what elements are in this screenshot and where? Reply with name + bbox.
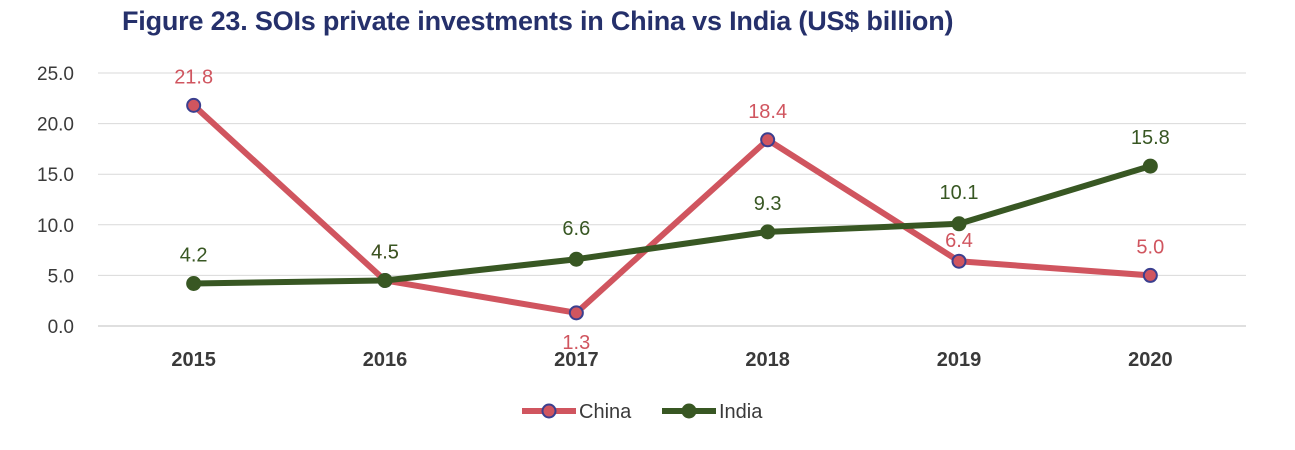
data-label-china: 21.8 (174, 66, 213, 88)
data-label-china: 4.5 (371, 241, 399, 263)
data-point-india (186, 275, 202, 291)
legend-marker-india (681, 403, 697, 419)
data-point-china (760, 132, 776, 148)
data-label-china: 1.3 (562, 332, 590, 354)
y-tick-label: 25.0 (37, 64, 74, 85)
data-label-india: 9.3 (754, 193, 782, 215)
x-tick-label: 2015 (171, 349, 216, 371)
legend-marker-china (541, 403, 557, 419)
data-point-china (951, 253, 967, 269)
series-line-china (190, 102, 1154, 316)
y-tick-label: 5.0 (48, 266, 74, 287)
data-point-india (1142, 158, 1158, 174)
data-point-china (568, 305, 584, 321)
x-tick-label: 2019 (937, 349, 982, 371)
legend-label-india: India (719, 401, 763, 423)
y-tick-label: 0.0 (48, 317, 74, 338)
data-point-india (377, 272, 393, 288)
data-point-india (568, 251, 584, 267)
data-point-china (186, 97, 202, 113)
x-tick-label: 2016 (363, 349, 408, 371)
data-label-india: 15.8 (1131, 127, 1170, 149)
data-point-india (760, 224, 776, 240)
data-label-china: 18.4 (748, 101, 787, 123)
x-tick-label: 2020 (1128, 349, 1173, 371)
data-label-china: 6.4 (945, 230, 973, 252)
x-tick-label: 2017 (554, 349, 599, 371)
x-tick-label: 2018 (745, 349, 790, 371)
y-tick-label: 10.0 (37, 216, 74, 237)
y-tick-label: 20.0 (37, 115, 74, 136)
chart-title: Figure 23. SOIs private investments in C… (122, 6, 954, 36)
data-labels: 21.84.51.318.46.4 5.04.2 4.56.69.310.115.8 (174, 66, 1170, 353)
data-label-india: 6.6 (562, 218, 590, 240)
series-line-india (190, 163, 1154, 287)
data-point-india (951, 216, 967, 232)
data-label-china: 5.0 (1136, 236, 1164, 258)
data-label-india: 4.2 (180, 244, 208, 266)
data-label-india: 10.1 (940, 182, 979, 204)
legend-label-china: China (579, 401, 632, 423)
y-tick-label: 15.0 (37, 165, 74, 186)
axes: 0.0 5.0 10.0 15.0 20.0 25.0 2015 2016 2017 2018 20… (37, 64, 1173, 371)
legend: China India (522, 401, 763, 423)
series-lines (186, 97, 1158, 321)
data-label-india: 4.5 (371, 241, 399, 263)
data-point-china (1142, 267, 1158, 283)
gridlines (98, 72, 1246, 327)
